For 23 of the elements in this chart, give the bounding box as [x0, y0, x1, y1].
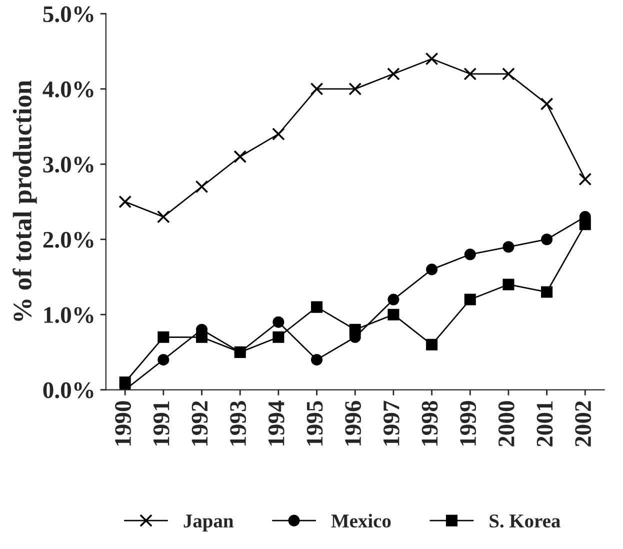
x-tick-label: 1999	[460, 401, 476, 446]
x-tick-label: 2000	[498, 401, 514, 446]
x-tick-label: 2001	[536, 401, 553, 446]
legend-label: S. Korea	[490, 514, 560, 528]
x-tick-label: 2002	[575, 401, 592, 446]
x-tick-label: 1990	[115, 401, 131, 446]
legend-label: Mexico	[331, 514, 391, 528]
x-tick-label: 1991	[153, 401, 170, 446]
y-tick-label: 1.0%	[44, 307, 94, 324]
y-tick-label: 5.0%	[43, 6, 94, 22]
y-tick-label: 0.0%	[43, 382, 94, 398]
y-tick-label: 4.0%	[42, 81, 94, 98]
x-tick-label: 1998	[422, 400, 438, 446]
x-tick-label: 1995	[306, 401, 323, 446]
y-tick-label: 3.0%	[43, 156, 94, 173]
x-tick-label: 1993	[230, 401, 246, 446]
y-axis-title: % of total production	[12, 80, 37, 321]
legend-label: Japan	[184, 514, 234, 532]
x-tick-label: 1994	[268, 400, 284, 446]
x-tick-label: 1996	[345, 400, 362, 446]
x-tick-label: 1997	[383, 400, 400, 446]
x-tick-label: 1992	[192, 401, 208, 446]
y-tick-label: 2.0%	[43, 232, 94, 248]
